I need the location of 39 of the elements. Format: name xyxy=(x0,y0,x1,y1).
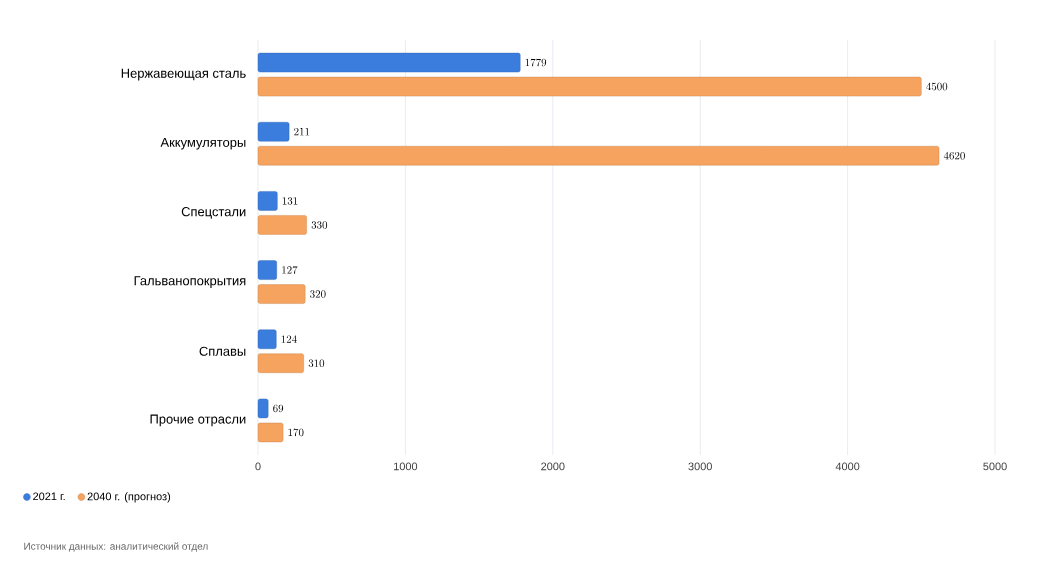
data-label: 310 xyxy=(308,359,325,367)
y-tick-label: Спецстали xyxy=(181,207,246,219)
y-tick-label: Гальванопокрытия xyxy=(134,276,246,288)
data-label: 211 xyxy=(294,127,310,136)
data-label: 330 xyxy=(311,221,328,229)
legend-label: 2040 г. (прогноз) xyxy=(87,492,171,503)
bar xyxy=(257,76,922,97)
bar xyxy=(257,260,277,280)
x-tick-label: 2000 xyxy=(541,462,565,471)
bar xyxy=(257,191,278,211)
text: Источник данных: аналитический отдел xyxy=(24,542,208,552)
bar xyxy=(257,146,940,166)
bar xyxy=(257,353,304,373)
data-label: 4500 xyxy=(926,82,948,91)
y-tick-label: Нержавеющая сталь xyxy=(121,68,246,81)
legend-label: 2021 г. xyxy=(33,492,65,501)
y-tick-label: Аккумуляторы xyxy=(160,137,246,150)
data-label: 320 xyxy=(310,290,326,298)
data-label: 127 xyxy=(282,266,298,274)
bar xyxy=(257,284,306,304)
bar xyxy=(257,52,521,73)
x-tick-label: 0 xyxy=(255,462,261,471)
x-tick-label: 4000 xyxy=(835,462,860,471)
bar xyxy=(257,329,277,349)
bar xyxy=(257,215,307,235)
data-label: 131 xyxy=(282,197,298,205)
y-tick-label: Сплавы xyxy=(199,346,246,356)
bar xyxy=(257,122,290,142)
x-tick-label: 1000 xyxy=(394,462,418,471)
data-label: 170 xyxy=(288,428,304,437)
x-tick-label: 5000 xyxy=(983,462,1007,471)
y-tick-label: Прочие отрасли xyxy=(150,414,246,427)
bar xyxy=(257,422,284,443)
x-tick-label: 3000 xyxy=(688,462,712,471)
data-label: 4620 xyxy=(943,151,965,160)
data-label: 124 xyxy=(281,335,297,343)
data-label: 69 xyxy=(273,404,284,413)
bar xyxy=(257,398,269,419)
data-label: 1779 xyxy=(525,58,547,67)
